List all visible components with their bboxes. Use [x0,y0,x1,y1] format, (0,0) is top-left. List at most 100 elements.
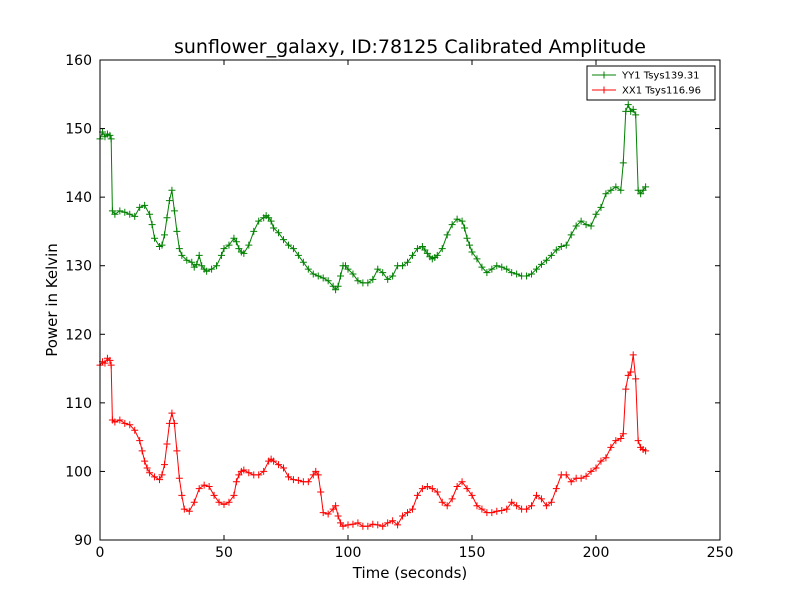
data-point [106,356,114,364]
data-point [399,262,407,270]
data-point [280,236,288,244]
data-point [245,469,253,477]
data-point [275,229,283,237]
data-point [607,443,615,451]
data-point [634,437,642,445]
data-point [384,275,392,283]
data-point [602,454,610,462]
data-point [577,474,585,482]
data-point [463,234,471,242]
data-point [532,491,540,499]
series-1 [96,351,650,530]
data-point [458,217,466,225]
data-point [289,245,297,253]
data-point [168,409,176,417]
data-point [141,457,149,465]
y-axis-label: Power in Kelvin [43,243,61,357]
x-tick-label: 50 [215,545,233,561]
data-point [619,430,627,438]
y-tick-label: 150 [65,122,92,138]
data-point [408,251,416,259]
data-point [629,351,637,359]
data-point [240,466,248,474]
data-point [587,222,595,230]
data-point [389,517,397,525]
data-point [557,243,565,251]
data-point [617,435,625,443]
data-point [200,481,208,489]
data-point [461,224,469,232]
legend-marker [600,71,608,79]
data-point [463,485,471,493]
data-point [597,457,605,465]
data-point [332,502,340,510]
data-point [250,227,258,235]
data-point [136,437,144,445]
data-point [448,221,456,229]
data-point [185,507,193,515]
data-point [280,464,288,472]
data-point [577,217,585,225]
data-point [101,359,109,367]
data-point [160,231,168,239]
data-point [399,512,407,520]
data-point [218,251,226,259]
data-point [438,245,446,253]
data-point [354,277,362,285]
data-point [642,447,650,455]
data-point [503,265,511,273]
data-point [592,464,600,472]
data-point [428,485,436,493]
data-point [294,251,302,259]
data-point [528,502,536,510]
series-line [99,354,646,527]
data-point [324,510,332,518]
data-point [111,210,119,218]
data-point [567,478,575,486]
data-point [612,183,620,191]
data-point [141,201,149,209]
data-point [562,241,570,249]
data-point [193,260,201,268]
data-point [160,461,168,469]
data-point [151,234,159,242]
data-point [473,502,481,510]
data-point [418,485,426,493]
data-point [379,522,387,530]
data-point [146,210,154,218]
data-point [213,262,221,270]
data-point [592,210,600,218]
data-point [126,421,134,429]
data-point [503,505,511,513]
data-point [344,521,352,529]
data-point [183,256,191,264]
data-point [624,101,632,109]
data-point [146,469,154,477]
data-point [151,473,159,481]
data-point [404,258,412,266]
data-point [537,260,545,268]
data-point [324,277,332,285]
data-point [542,502,550,510]
data-point [156,476,164,484]
data-point [587,467,595,475]
data-point [205,483,213,491]
data-point [582,472,590,480]
y-tick-label: 130 [65,259,92,275]
data-point [188,258,196,266]
data-point [220,500,228,508]
y-tick-label: 110 [65,396,92,412]
data-point [349,520,357,528]
data-point [374,265,382,273]
data-point [121,208,129,216]
data-point [552,485,560,493]
data-point [508,269,516,277]
plot-area [96,101,650,530]
data-point [597,203,605,211]
data-point [260,467,268,475]
legend-box [586,65,716,101]
data-point [116,416,124,424]
data-point [478,505,486,513]
data-point [572,222,580,230]
